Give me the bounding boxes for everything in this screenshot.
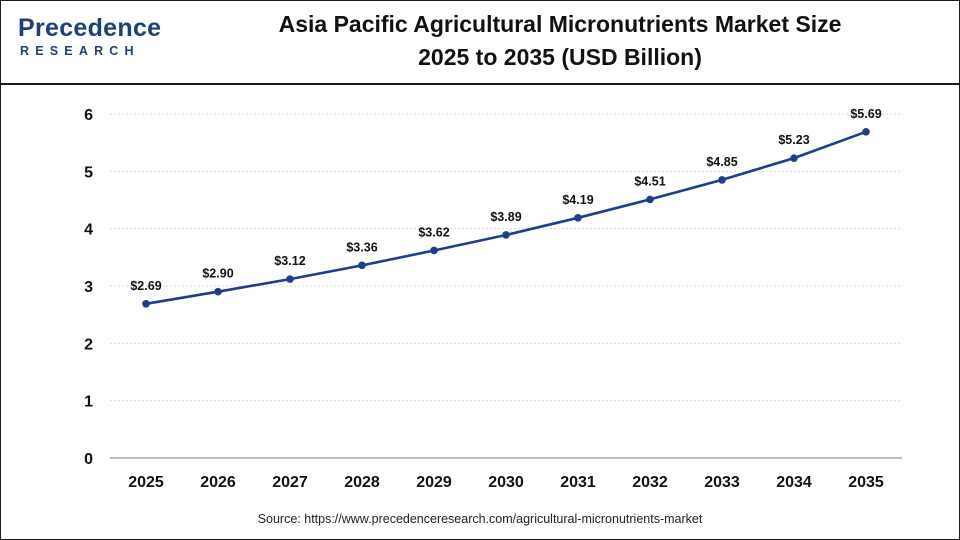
y-tick-label: 2: [84, 336, 93, 353]
x-tick-label: 2029: [416, 474, 452, 491]
source-note: Source: https://www.precedenceresearch.c…: [257, 512, 703, 526]
data-point: [790, 154, 798, 162]
y-tick-label: 6: [84, 107, 93, 124]
data-point: [214, 287, 222, 296]
chart-title: Asia Pacific Agricultural Micronutrients…: [180, 8, 940, 74]
chart-title-line-1: Asia Pacific Agricultural Micronutrients…: [278, 11, 842, 37]
line-chart: 0 1 2 3 4 5 6 2025 2026 2027 2028 2029 2030 2031 2032 2…: [84, 107, 902, 491]
y-tick-label: 1: [84, 394, 93, 411]
y-tick-label: 0: [84, 451, 93, 468]
data-label: $3.89: [490, 210, 521, 224]
data-label: $4.85: [706, 155, 737, 169]
data-label: $3.62: [418, 225, 449, 239]
data-label: $4.19: [562, 193, 593, 207]
data-point: [142, 299, 150, 308]
x-tick-label: 2032: [632, 474, 668, 491]
data-label: $2.90: [202, 267, 233, 281]
x-tick-label: 2033: [704, 474, 740, 491]
header: Precedence RESEARCH Asia Pacific Agricul…: [0, 0, 960, 84]
logo-subtitle: RESEARCH: [20, 44, 140, 58]
data-label: $5.69: [850, 107, 881, 121]
data-label: $3.36: [346, 240, 377, 254]
logo-wordmark: Precedence: [18, 14, 162, 42]
x-tick-label: 2034: [776, 474, 812, 491]
data-label: $5.23: [778, 133, 809, 147]
y-tick-label: 5: [84, 164, 93, 181]
data-label: $2.69: [130, 279, 161, 293]
header-divider: [0, 83, 960, 85]
y-tick-label: 3: [84, 279, 93, 296]
x-tick-label: 2030: [488, 474, 524, 491]
data-point: [574, 213, 582, 222]
data-point: [430, 246, 438, 255]
x-tick-label: 2035: [848, 474, 884, 491]
data-point: [862, 127, 870, 136]
precedence-research-logo: Precedence RESEARCH: [18, 14, 168, 66]
x-tick-label: 2025: [128, 474, 164, 491]
data-label: $4.51: [634, 174, 665, 188]
data-point: [286, 275, 294, 283]
x-tick-label: 2027: [272, 474, 308, 491]
data-point: [358, 261, 366, 270]
data-point: [502, 231, 510, 239]
chart-title-line-2: 2025 to 2035 (USD Billion): [418, 44, 702, 70]
data-point: [718, 176, 726, 184]
x-tick-label: 2026: [200, 474, 236, 491]
y-tick-label: 4: [84, 222, 93, 239]
x-tick-label: 2031: [560, 474, 596, 491]
data-label: $3.12: [274, 254, 305, 268]
data-point: [646, 195, 654, 204]
x-tick-label: 2028: [344, 474, 380, 491]
